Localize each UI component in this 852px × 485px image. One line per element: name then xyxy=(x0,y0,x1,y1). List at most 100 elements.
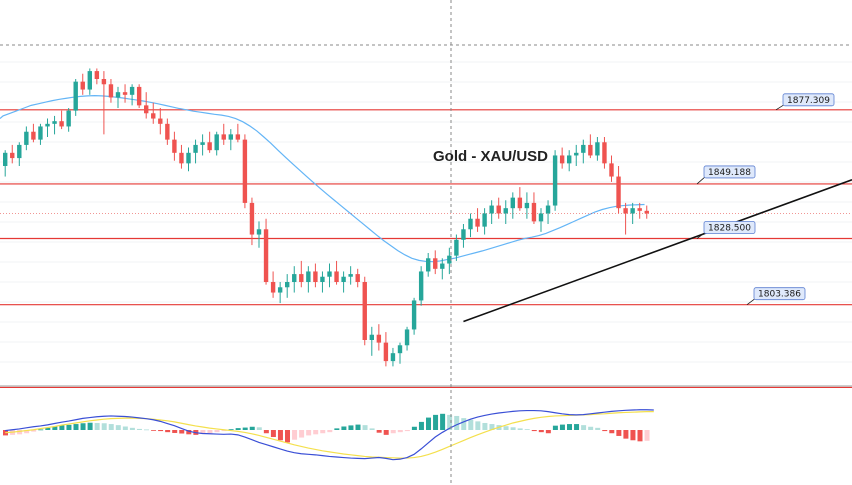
candle[interactable] xyxy=(214,131,219,156)
candle[interactable] xyxy=(24,126,29,151)
candle[interactable] xyxy=(3,150,8,177)
candle[interactable] xyxy=(404,326,410,351)
candle[interactable] xyxy=(299,260,304,288)
level-label[interactable]: 1803.386 xyxy=(746,287,806,306)
candle[interactable] xyxy=(249,197,255,246)
candle[interactable] xyxy=(545,200,551,224)
candle[interactable] xyxy=(503,200,508,224)
candle[interactable] xyxy=(235,123,241,143)
candle[interactable] xyxy=(80,73,85,95)
candle[interactable] xyxy=(108,79,114,103)
candle[interactable] xyxy=(200,134,205,156)
candle[interactable] xyxy=(461,224,466,248)
candle[interactable] xyxy=(426,253,431,277)
candle[interactable] xyxy=(193,139,198,164)
candle[interactable] xyxy=(552,150,558,211)
candle[interactable] xyxy=(122,84,128,103)
candle[interactable] xyxy=(609,155,614,182)
candle[interactable] xyxy=(489,200,494,224)
candle[interactable] xyxy=(144,92,149,119)
level-label[interactable]: 1828.500 xyxy=(696,221,756,239)
candle[interactable] xyxy=(334,260,339,285)
candle[interactable] xyxy=(433,250,438,275)
candle[interactable] xyxy=(129,84,135,106)
candle[interactable] xyxy=(73,79,78,116)
candle[interactable] xyxy=(136,84,142,108)
candle[interactable] xyxy=(355,268,360,288)
candle[interactable] xyxy=(390,347,396,367)
level-label[interactable]: 1849.188 xyxy=(696,165,756,185)
candle[interactable] xyxy=(59,110,64,130)
candle[interactable] xyxy=(151,102,156,124)
candle[interactable] xyxy=(644,205,649,219)
candle[interactable] xyxy=(165,118,170,145)
candle[interactable] xyxy=(595,137,600,161)
candle[interactable] xyxy=(101,71,107,135)
candle[interactable] xyxy=(87,68,92,95)
candle[interactable] xyxy=(496,197,501,219)
candle[interactable] xyxy=(313,263,318,288)
candle[interactable] xyxy=(172,131,177,161)
candle[interactable] xyxy=(270,271,276,298)
candle[interactable] xyxy=(320,271,325,293)
candle-body xyxy=(538,213,544,222)
candle[interactable] xyxy=(277,282,283,304)
candle[interactable] xyxy=(17,142,22,166)
candle[interactable] xyxy=(411,297,417,335)
candle[interactable] xyxy=(531,192,537,224)
candle[interactable] xyxy=(369,326,374,356)
candle[interactable] xyxy=(327,263,332,288)
candle[interactable] xyxy=(418,266,424,306)
candle[interactable] xyxy=(623,202,628,235)
candle[interactable] xyxy=(362,276,367,346)
candle[interactable] xyxy=(66,108,71,132)
candle[interactable] xyxy=(207,131,212,153)
label-leader xyxy=(746,298,756,306)
candle[interactable] xyxy=(602,137,607,169)
level-label[interactable]: 1877.309 xyxy=(775,93,835,111)
candle[interactable] xyxy=(263,218,269,285)
candle[interactable] xyxy=(397,342,403,364)
candle[interactable] xyxy=(179,144,184,169)
candle[interactable] xyxy=(52,115,57,135)
candle[interactable] xyxy=(158,108,163,135)
candle[interactable] xyxy=(440,258,445,280)
candle[interactable] xyxy=(186,147,191,172)
candle[interactable] xyxy=(616,166,621,214)
candle[interactable] xyxy=(292,266,297,293)
candle[interactable] xyxy=(10,144,15,164)
candle[interactable] xyxy=(574,144,579,166)
candle-body xyxy=(158,118,163,124)
candle[interactable] xyxy=(348,266,353,285)
candle[interactable] xyxy=(538,208,544,232)
candle[interactable] xyxy=(242,134,248,209)
candle[interactable] xyxy=(115,86,121,108)
candle[interactable] xyxy=(567,150,572,172)
candle[interactable] xyxy=(637,202,642,219)
candle[interactable] xyxy=(630,202,635,224)
candle[interactable] xyxy=(383,332,389,367)
candle[interactable] xyxy=(559,147,565,169)
candle[interactable] xyxy=(482,208,487,235)
candle[interactable] xyxy=(228,129,233,151)
candle[interactable] xyxy=(517,187,523,211)
candle[interactable] xyxy=(524,192,530,219)
ascending-trendline[interactable] xyxy=(463,179,852,323)
candle[interactable] xyxy=(45,118,50,137)
candle[interactable] xyxy=(475,208,480,232)
candle[interactable] xyxy=(454,234,459,261)
candle[interactable] xyxy=(256,221,262,248)
candle[interactable] xyxy=(31,123,36,143)
candle[interactable] xyxy=(581,139,586,164)
candle[interactable] xyxy=(341,271,346,293)
candle[interactable] xyxy=(221,123,226,145)
candle[interactable] xyxy=(447,247,452,275)
candle[interactable] xyxy=(38,123,43,145)
candle[interactable] xyxy=(285,274,290,298)
candle[interactable] xyxy=(510,192,515,219)
candle[interactable] xyxy=(588,134,593,159)
candle[interactable] xyxy=(306,266,311,293)
candle[interactable] xyxy=(376,324,382,351)
candle[interactable] xyxy=(468,213,473,238)
candle[interactable] xyxy=(94,68,100,85)
